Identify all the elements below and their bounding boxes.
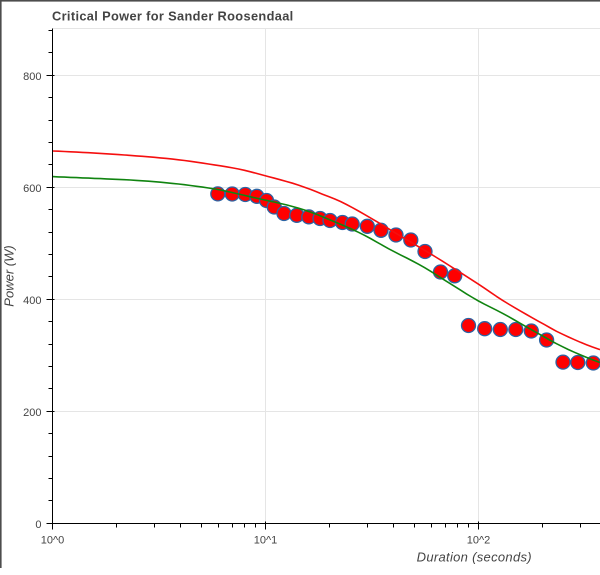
svg-text:Power (W): Power (W) [2, 245, 17, 306]
svg-text:10^1: 10^1 [254, 535, 278, 547]
svg-text:10^2: 10^2 [467, 535, 491, 547]
svg-text:Critical Power for Sander Roos: Critical Power for Sander Roosendaal [52, 9, 294, 24]
svg-text:400: 400 [23, 295, 41, 307]
svg-text:10^0: 10^0 [41, 535, 65, 547]
svg-text:200: 200 [23, 407, 41, 419]
svg-text:600: 600 [23, 183, 41, 195]
svg-text:Duration (seconds): Duration (seconds) [417, 550, 532, 565]
svg-text:0: 0 [35, 519, 41, 531]
svg-text:800: 800 [23, 71, 41, 83]
